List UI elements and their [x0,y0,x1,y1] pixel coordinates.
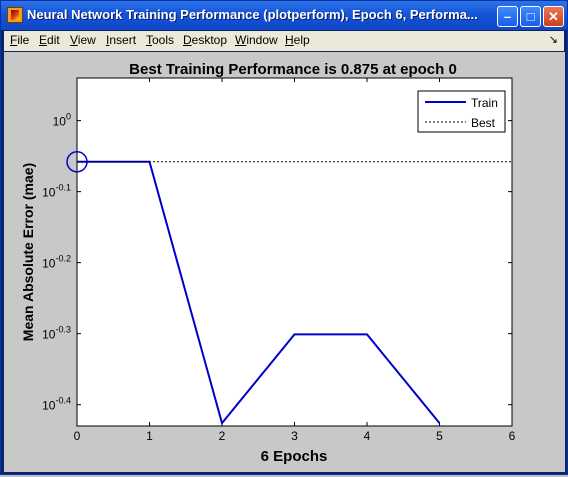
x-tick-label: 2 [219,429,226,443]
y-axis-label: Mean Absolute Error (mae) [20,163,36,341]
menu-file[interactable]: File [10,33,29,47]
minimize-button[interactable]: – [497,6,518,27]
y-tick-label: 10-0.2 [42,254,71,271]
dock-arrow-icon[interactable]: ↘ [549,33,558,46]
menu-window[interactable]: Window [235,33,278,47]
x-tick-label: 6 [509,429,516,443]
menu-tools[interactable]: Tools [146,33,174,47]
x-tick-label: 3 [291,429,298,443]
legend-train-label: Train [471,96,498,110]
menu-bar: File Edit View Insert Tools Desktop Wind… [4,31,564,51]
menu-edit[interactable]: Edit [39,33,60,47]
figure-area: Best Training Performance is 0.875 at ep… [4,52,565,472]
menu-desktop[interactable]: Desktop [183,33,227,47]
title-bar[interactable]: Neural Network Training Performance (plo… [1,1,567,30]
x-tick-label: 4 [364,429,371,443]
legend[interactable]: Train Best [418,91,505,132]
y-tick-label: 10-0.4 [42,396,71,413]
close-button[interactable]: ✕ [543,6,564,27]
menu-view[interactable]: View [70,33,96,47]
menu-insert[interactable]: Insert [106,33,136,47]
y-tick-label: 10-0.3 [42,325,71,342]
x-tick-label: 1 [146,429,153,443]
menu-help[interactable]: Help [285,33,310,47]
y-tick-label: 10-0.1 [42,183,71,200]
x-tick-label: 0 [74,429,81,443]
y-tick-label: 100 [53,112,71,129]
window-title: Neural Network Training Performance (plo… [27,7,495,22]
chart-title: Best Training Performance is 0.875 at ep… [129,61,457,78]
matlab-icon[interactable] [7,7,23,23]
x-tick-label: 5 [436,429,443,443]
maximize-button[interactable]: □ [520,6,541,27]
performance-plot: Best Training Performance is 0.875 at ep… [4,52,565,472]
x-axis-label: 6 Epochs [261,448,328,465]
legend-best-label: Best [471,116,496,130]
